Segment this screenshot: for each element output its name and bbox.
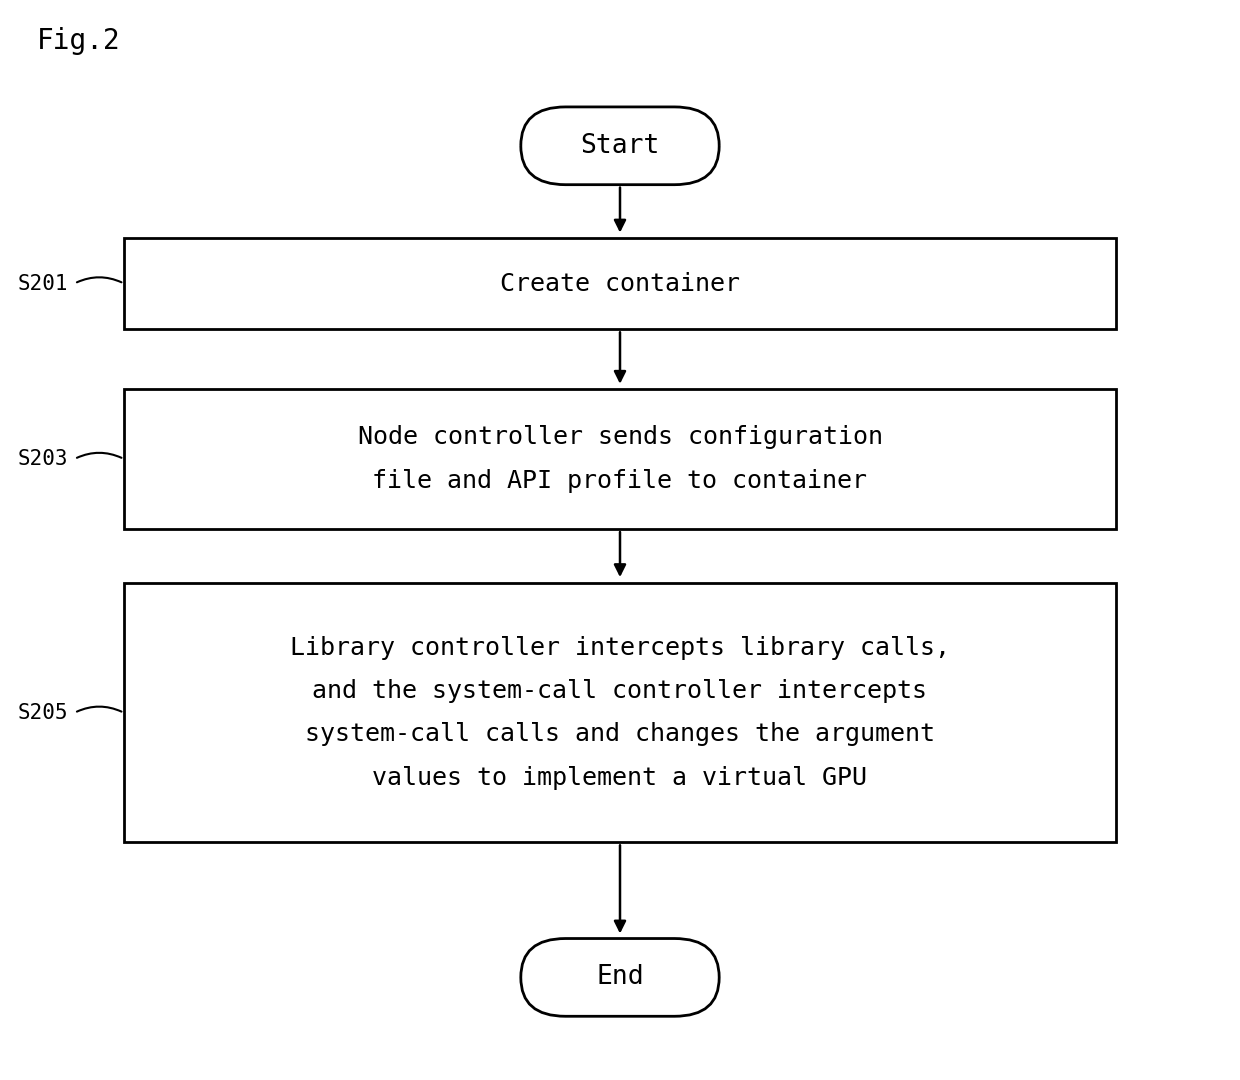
- Text: S201: S201: [17, 273, 68, 294]
- Text: and the system-call controller intercepts: and the system-call controller intercept…: [312, 679, 928, 703]
- Text: values to implement a virtual GPU: values to implement a virtual GPU: [372, 766, 868, 789]
- Text: Node controller sends configuration: Node controller sends configuration: [357, 426, 883, 449]
- Text: Library controller intercepts library calls,: Library controller intercepts library ca…: [290, 636, 950, 660]
- FancyBboxPatch shape: [124, 389, 1116, 529]
- Text: S205: S205: [17, 703, 68, 723]
- Text: Start: Start: [580, 133, 660, 159]
- FancyBboxPatch shape: [521, 107, 719, 185]
- Text: End: End: [596, 964, 644, 990]
- FancyBboxPatch shape: [521, 939, 719, 1016]
- FancyBboxPatch shape: [124, 238, 1116, 329]
- Text: S203: S203: [17, 449, 68, 469]
- FancyBboxPatch shape: [124, 583, 1116, 842]
- Text: file and API profile to container: file and API profile to container: [372, 469, 868, 492]
- Text: system-call calls and changes the argument: system-call calls and changes the argume…: [305, 723, 935, 746]
- Text: Create container: Create container: [500, 271, 740, 296]
- Text: Fig.2: Fig.2: [37, 27, 122, 55]
